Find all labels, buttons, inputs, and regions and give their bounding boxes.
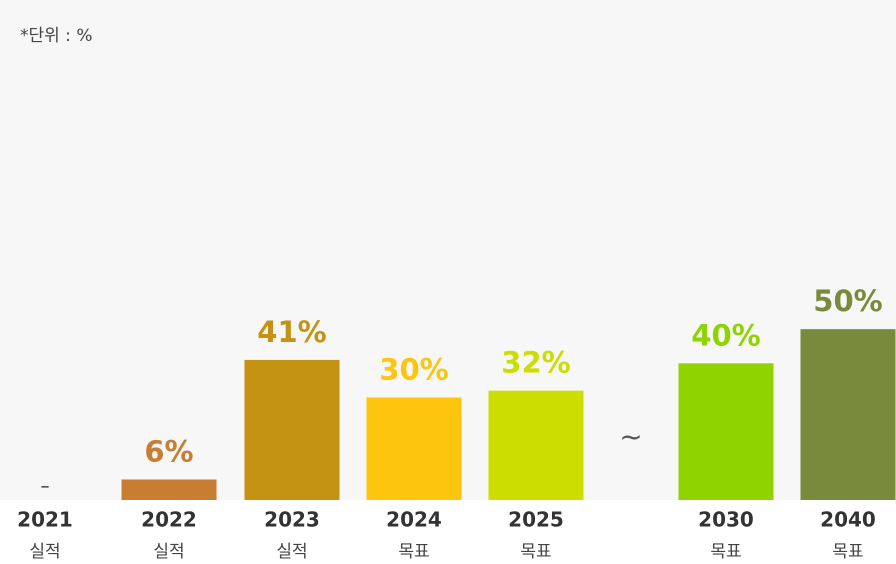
x-sublabel-2022: 실적 bbox=[153, 542, 184, 562]
x-tick-label-2022: 2022 bbox=[141, 508, 197, 532]
value-label-2025: 32% bbox=[501, 346, 570, 380]
x-tick-label-2025: 2025 bbox=[508, 508, 564, 532]
bar-2023 bbox=[244, 359, 340, 500]
x-tick-label-2024: 2024 bbox=[386, 508, 442, 532]
bar-2024 bbox=[366, 397, 462, 500]
x-tick-label-2030: 2030 bbox=[698, 508, 754, 532]
bar-2030 bbox=[678, 363, 774, 500]
x-tick-label-2023: 2023 bbox=[264, 508, 320, 532]
bar-2040 bbox=[800, 329, 896, 500]
x-sublabel-2023: 실적 bbox=[276, 542, 307, 562]
x-sublabel-2040: 목표 bbox=[832, 542, 863, 562]
axis-break-mark: ~ bbox=[619, 420, 642, 453]
unit-note: *단위 : % bbox=[20, 26, 93, 46]
value-label-2021: – bbox=[41, 476, 50, 497]
x-sublabel-2021: 실적 bbox=[29, 542, 60, 562]
value-label-2023: 41% bbox=[257, 315, 326, 349]
x-sublabel-2024: 목표 bbox=[398, 542, 429, 562]
value-label-2022: 6% bbox=[144, 434, 193, 468]
x-tick-label-2021: 2021 bbox=[17, 508, 73, 532]
value-label-2024: 30% bbox=[379, 352, 448, 386]
value-label-2030: 40% bbox=[691, 318, 760, 352]
x-sublabel-2025: 목표 bbox=[520, 542, 551, 562]
bar-2025 bbox=[488, 390, 584, 500]
value-label-2040: 50% bbox=[813, 284, 882, 318]
x-tick-label-2040: 2040 bbox=[820, 508, 876, 532]
bar-2022 bbox=[121, 479, 217, 500]
x-sublabel-2030: 목표 bbox=[710, 542, 741, 562]
